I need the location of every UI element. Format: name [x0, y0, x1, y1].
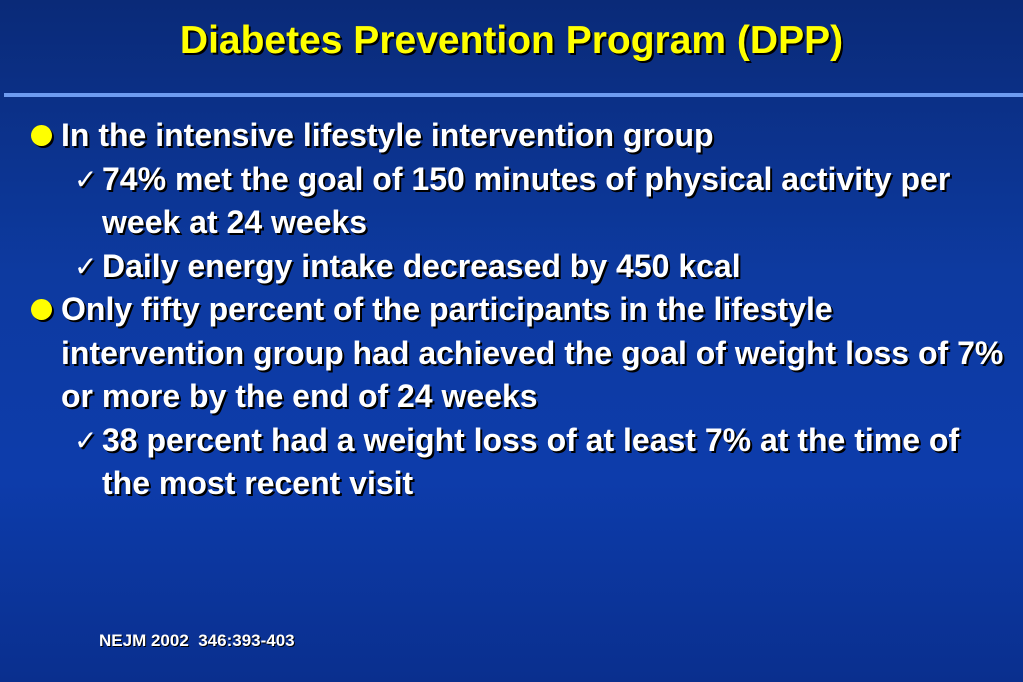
bullet-item: Only fifty percent of the participants i… [28, 288, 1008, 419]
round-bullet-icon [31, 299, 52, 320]
round-bullet-icon [31, 125, 52, 146]
bullet-text: In the intensive lifestyle intervention … [61, 117, 714, 153]
slide-title: Diabetes Prevention Program (DPP) [179, 19, 844, 62]
sub-bullet-item: ✓ 74% met the goal of 150 minutes of phy… [28, 158, 1008, 245]
title-divider [4, 93, 1023, 97]
bullet-item: In the intensive lifestyle intervention … [28, 114, 1008, 158]
bullet-text: Only fifty percent of the participants i… [61, 291, 1004, 414]
sub-bullet-item: ✓ Daily energy intake decreased by 450 k… [28, 245, 1008, 289]
checkmark-icon: ✓ [74, 424, 98, 456]
sub-bullet-text: 74% met the goal of 150 minutes of physi… [102, 160, 951, 241]
sub-bullet-item: ✓ 38 percent had a weight loss of at lea… [28, 419, 1008, 506]
sub-bullet-text: 38 percent had a weight loss of at least… [102, 421, 960, 502]
sub-bullet-text: Daily energy intake decreased by 450 kca… [102, 247, 741, 284]
bullet-list: In the intensive lifestyle intervention … [28, 114, 1008, 506]
checkmark-icon: ✓ [74, 163, 98, 195]
checkmark-icon: ✓ [74, 250, 98, 282]
citation: NEJM 2002 346:393-403 [99, 631, 295, 650]
